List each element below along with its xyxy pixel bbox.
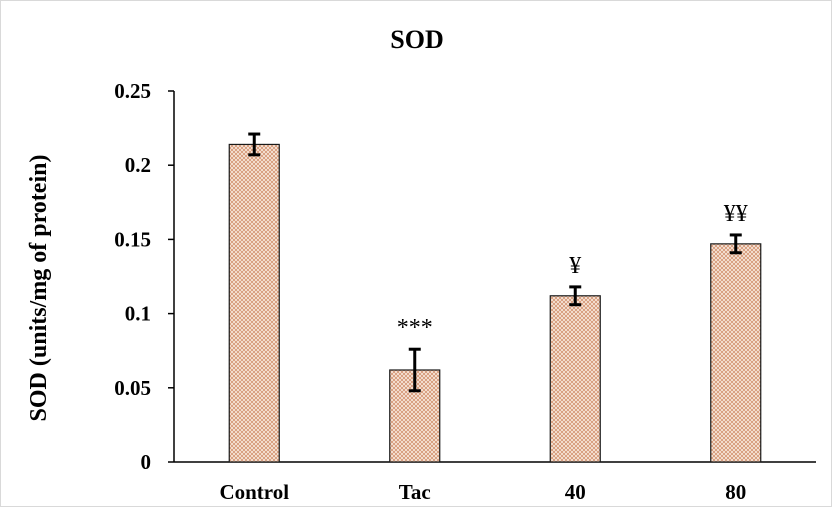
- x-category-label: Control: [219, 480, 289, 504]
- error-bars-group: [248, 132, 742, 393]
- y-tick-label: 0.2: [125, 153, 151, 177]
- significance-label: ¥¥: [724, 201, 748, 227]
- y-tick-label: 0.05: [114, 376, 151, 400]
- y-tick-label: 0.1: [125, 302, 151, 326]
- y-axis-ticks: 0 0.05 0.1 0.15 0.2 0.25: [114, 79, 174, 474]
- x-axis-categories: Control Tac 40 80: [219, 480, 746, 504]
- x-category-label: 40: [565, 480, 586, 504]
- error-bar-control: [248, 132, 261, 157]
- chart-title: SOD: [390, 25, 443, 54]
- y-tick-label: 0: [141, 450, 152, 474]
- y-tick-label: 0.15: [114, 227, 151, 251]
- bar-40: [549, 295, 601, 463]
- bar-control: [228, 143, 280, 463]
- error-bar-40: [569, 285, 582, 307]
- y-axis-label: SOD (units/mg of protein): [26, 155, 52, 422]
- y-tick-label: 0.25: [114, 79, 151, 103]
- significance-label: ***: [397, 315, 433, 341]
- bar-80: [710, 243, 762, 463]
- error-bar-tac: [408, 347, 421, 393]
- bars-group: [228, 143, 762, 463]
- x-category-label: Tac: [399, 480, 431, 504]
- error-bar-80: [729, 233, 742, 255]
- x-category-label: 80: [725, 480, 746, 504]
- significance-label: ¥: [569, 253, 581, 279]
- significance-annotations: ***¥¥¥: [397, 201, 748, 341]
